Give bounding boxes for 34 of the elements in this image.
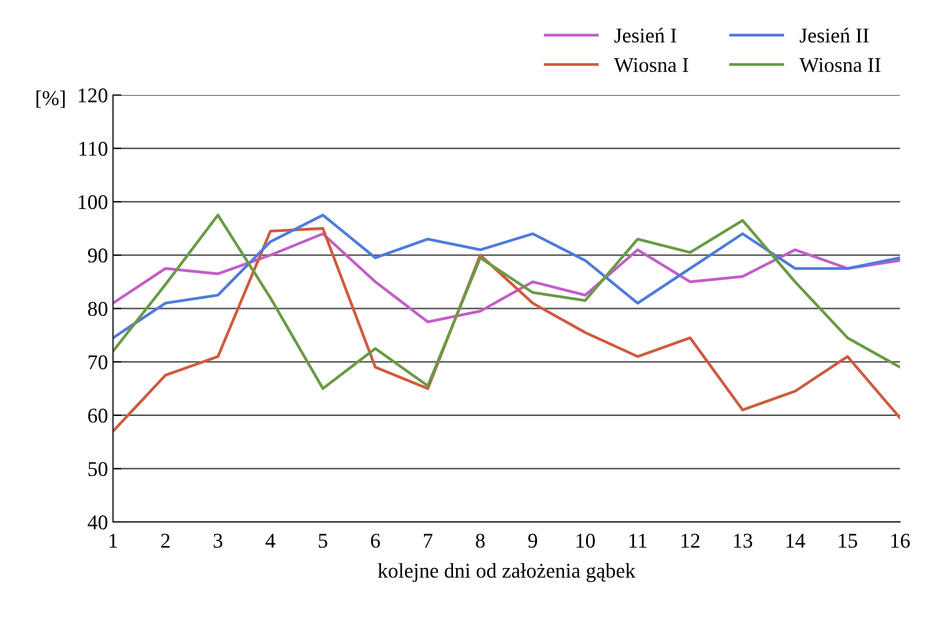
x-tick-label: 7 bbox=[424, 534, 432, 548]
y-axis-title: [%] bbox=[36, 90, 65, 108]
y-tick-label: 100 bbox=[78, 195, 108, 210]
y-tick-label: 120 bbox=[78, 88, 108, 102]
x-tick-label: 13 bbox=[734, 534, 752, 548]
x-axis-title: kolejne dni od założenia gąbek bbox=[378, 563, 636, 582]
x-tick-label: 9 bbox=[528, 534, 538, 548]
y-tick-label: 110 bbox=[80, 142, 108, 156]
y-tick-label: 40 bbox=[88, 515, 108, 530]
x-tick-label: 12 bbox=[682, 534, 700, 548]
line-series bbox=[113, 214, 900, 340]
legend-label: Jesień II bbox=[800, 28, 869, 43]
x-tick-label: 1 bbox=[110, 534, 117, 548]
x-tick-label: 15 bbox=[838, 534, 858, 548]
x-tick-label: 4 bbox=[266, 534, 276, 548]
y-tick-label: 50 bbox=[88, 462, 108, 476]
line-series bbox=[113, 232, 900, 324]
y-tick-label: 90 bbox=[88, 248, 108, 263]
x-tick-label: 5 bbox=[318, 534, 328, 548]
y-tick-label: 70 bbox=[88, 355, 108, 370]
y-tick-label: 80 bbox=[88, 302, 108, 316]
x-tick-label: 6 bbox=[371, 534, 380, 548]
x-tick-label: 8 bbox=[476, 534, 485, 548]
legend-label: Wiosna I bbox=[614, 58, 688, 72]
x-tick-label: 10 bbox=[576, 534, 595, 548]
line-series bbox=[113, 214, 900, 390]
x-tick-label: 2 bbox=[161, 534, 170, 548]
x-tick-label: 16 bbox=[891, 534, 910, 548]
x-tick-label: 3 bbox=[214, 534, 222, 548]
legend-label: Wiosna II bbox=[799, 58, 881, 72]
x-tick-label: 11 bbox=[629, 534, 646, 548]
legend-label: Jesień I bbox=[614, 28, 676, 43]
y-tick-label: 60 bbox=[88, 408, 108, 423]
x-tick-label: 14 bbox=[786, 534, 806, 548]
